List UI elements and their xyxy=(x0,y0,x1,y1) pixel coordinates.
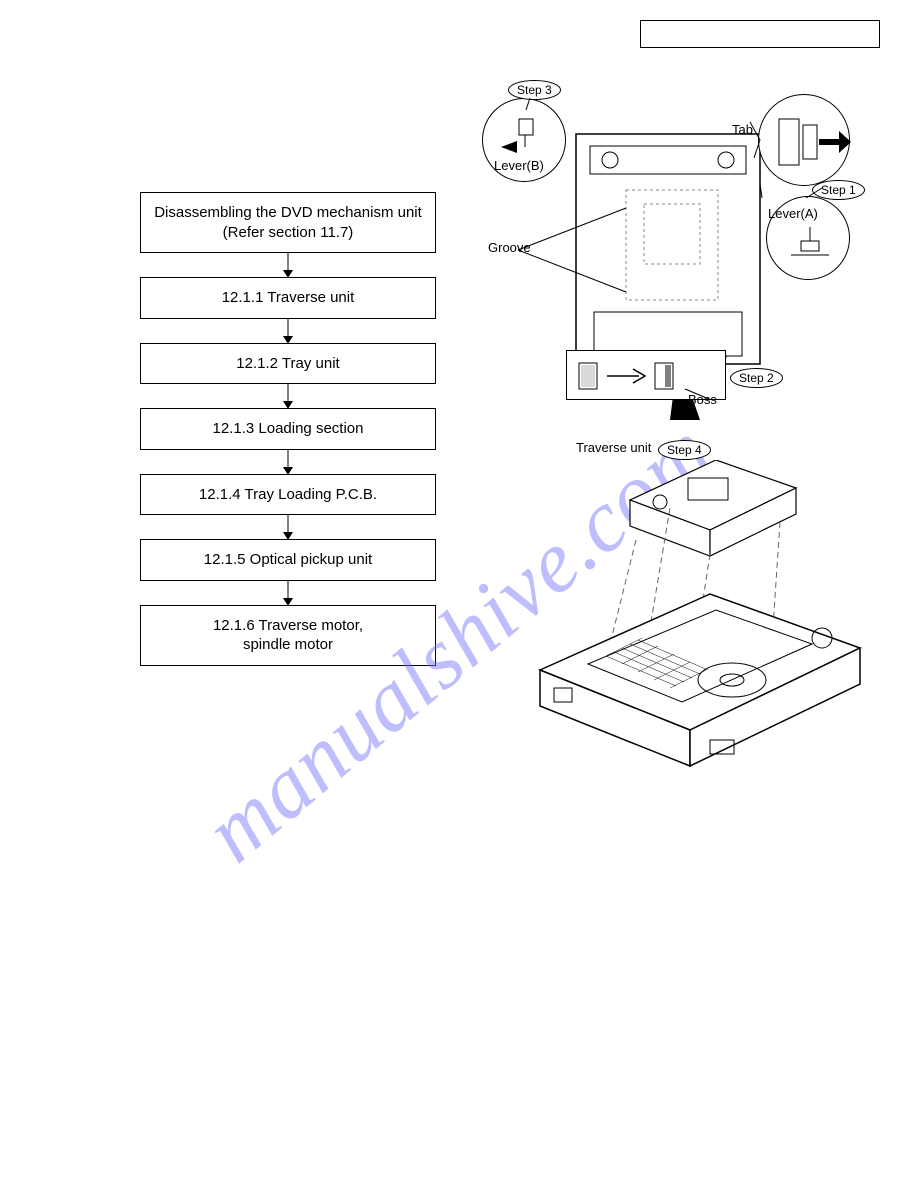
flow-box-1: 12.1.1 Traverse unit xyxy=(140,277,436,319)
flow-text: 12.1.5 Optical pickup unit xyxy=(204,550,372,570)
flow-box-0: Disassembling the DVD mechanism unit(Ref… xyxy=(140,192,436,253)
flow-arrow xyxy=(287,384,289,408)
flow-text: Disassembling the DVD mechanism unit(Ref… xyxy=(154,203,422,242)
flow-box-4: 12.1.4 Tray Loading P.C.B. xyxy=(140,474,436,516)
flow-text: 12.1.6 Traverse motor,spindle motor xyxy=(213,616,363,655)
flow-box-5: 12.1.5 Optical pickup unit xyxy=(140,539,436,581)
header-box xyxy=(640,20,880,48)
flow-box-3: 12.1.3 Loading section xyxy=(140,408,436,450)
flow-arrow xyxy=(287,319,289,343)
step4-oval: Step 4 xyxy=(658,440,711,460)
flow-text: 12.1.4 Tray Loading P.C.B. xyxy=(199,485,377,505)
flow-box-2: 12.1.2 Tray unit xyxy=(140,343,436,385)
flow-box-6: 12.1.6 Traverse motor,spindle motor xyxy=(140,605,436,666)
flow-arrow xyxy=(287,581,289,605)
flow-text: 12.1.2 Tray unit xyxy=(236,354,339,374)
flow-text: 12.1.3 Loading section xyxy=(213,419,364,439)
label-traverse: Traverse unit xyxy=(576,440,651,455)
flow-arrow xyxy=(287,450,289,474)
leader-lines-svg xyxy=(470,80,890,440)
flowchart: Disassembling the DVD mechanism unit(Ref… xyxy=(140,192,436,666)
flow-text: 12.1.1 Traverse unit xyxy=(222,288,355,308)
flow-arrow xyxy=(287,515,289,539)
diagram-area: Lever(B) Tab Lever(A) xyxy=(470,80,890,800)
page: Disassembling the DVD mechanism unit(Ref… xyxy=(0,0,918,1188)
iso-view-svg xyxy=(510,460,870,770)
flow-arrow xyxy=(287,253,289,277)
